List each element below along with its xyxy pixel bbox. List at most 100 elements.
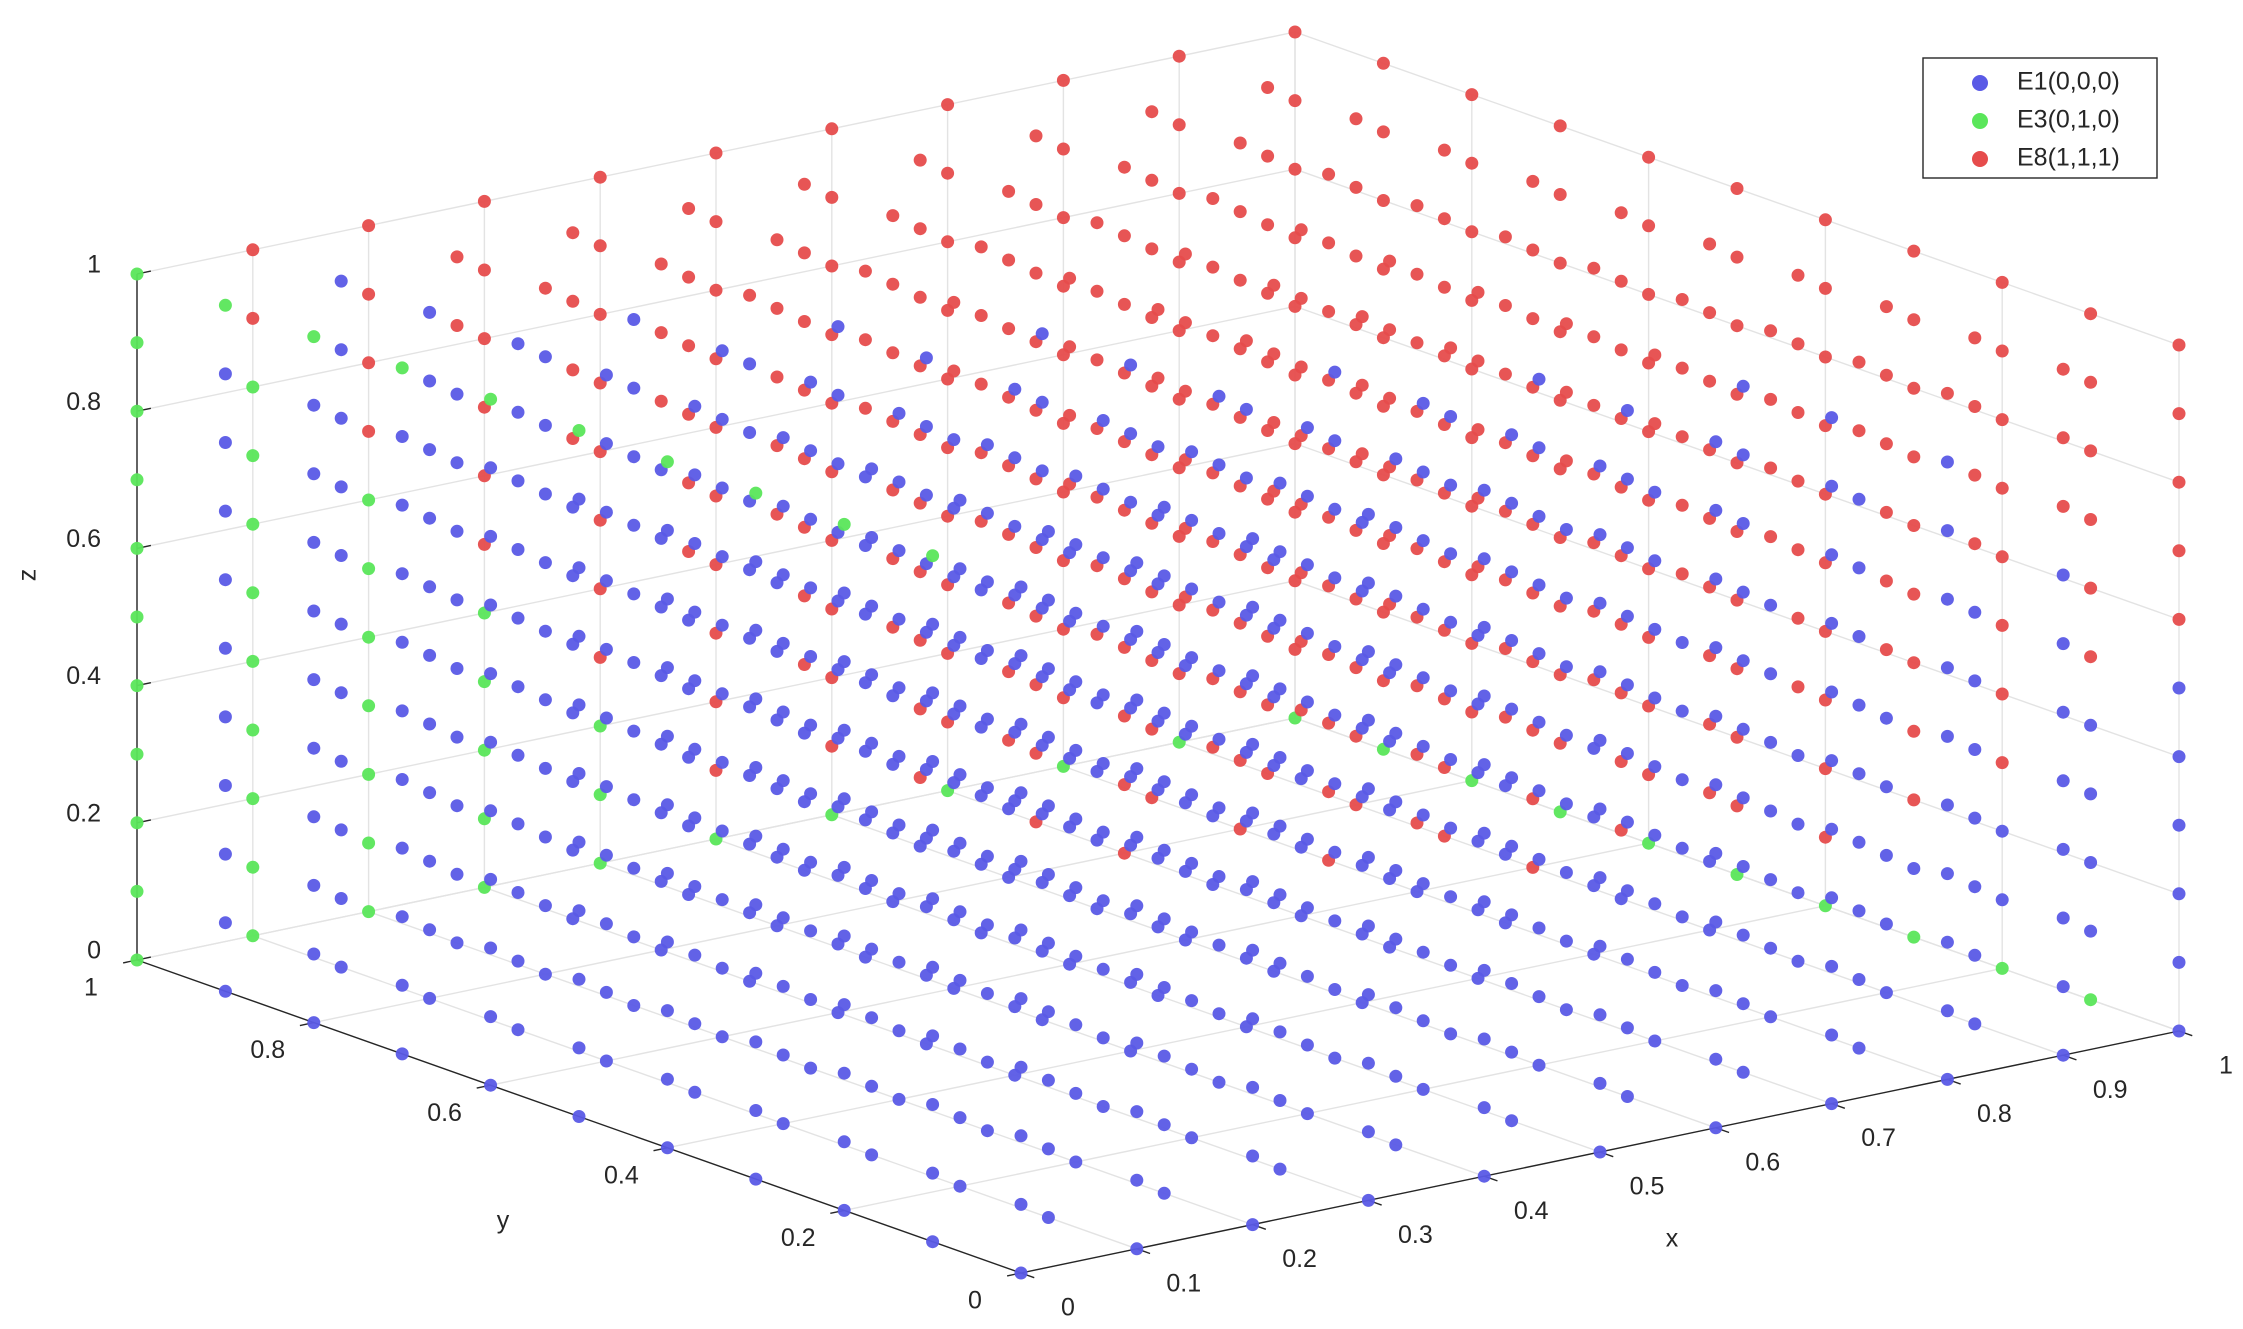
point: [953, 1179, 967, 1193]
point: [1300, 626, 1314, 640]
point: [1593, 871, 1607, 885]
point: [926, 686, 940, 700]
point: [1185, 651, 1199, 665]
point: [804, 855, 818, 869]
point: [1940, 386, 1954, 400]
point: [1389, 1138, 1403, 1152]
point: [1709, 572, 1723, 586]
point: [1730, 182, 1744, 195]
point: [1736, 448, 1750, 462]
point: [770, 370, 784, 384]
point: [1416, 534, 1430, 548]
point: [362, 287, 376, 301]
point: [1273, 1094, 1287, 1107]
point: [1069, 675, 1083, 689]
point: [572, 629, 586, 643]
point: [599, 917, 613, 931]
point: [2084, 650, 2098, 664]
x-tick-label: 0.8: [1977, 1100, 2012, 1128]
point: [1063, 408, 1077, 422]
point: [1907, 519, 1921, 532]
point: [1069, 1086, 1083, 1100]
point: [572, 972, 586, 986]
point: [246, 929, 260, 943]
point: [1764, 530, 1778, 544]
point: [770, 233, 784, 247]
point: [1096, 825, 1110, 839]
point: [953, 905, 967, 919]
point: [1709, 778, 1723, 792]
point: [477, 194, 491, 208]
point: [599, 985, 613, 999]
point: [1246, 532, 1260, 546]
point: [2172, 1024, 2186, 1038]
point: [1736, 928, 1750, 942]
point: [1130, 1242, 1144, 1256]
point: [130, 404, 144, 418]
point: [1041, 730, 1055, 744]
point: [246, 860, 260, 874]
point: [1361, 1193, 1375, 1207]
point: [1444, 341, 1458, 355]
point: [926, 1166, 940, 1180]
point: [484, 1078, 498, 1092]
point: [926, 892, 940, 906]
point: [1498, 367, 1512, 381]
point: [450, 593, 464, 607]
point: [688, 399, 702, 413]
point: [1130, 1105, 1144, 1119]
point: [913, 222, 927, 236]
point: [2056, 842, 2070, 856]
point: [1907, 587, 1921, 601]
point: [246, 311, 260, 325]
point: [1157, 981, 1171, 994]
x-axis-label: x: [1666, 1225, 1679, 1253]
point: [1273, 476, 1287, 490]
point: [1328, 914, 1342, 928]
point: [974, 377, 988, 391]
point: [660, 729, 674, 743]
point: [709, 283, 723, 297]
point: [804, 581, 818, 595]
point: [218, 573, 232, 587]
point: [599, 505, 613, 519]
point: [599, 574, 613, 588]
point: [1014, 649, 1028, 663]
point: [980, 506, 994, 520]
point: [246, 517, 260, 531]
point: [1273, 888, 1287, 902]
point: [1852, 698, 1866, 712]
point: [395, 361, 409, 375]
point: [1185, 1131, 1199, 1145]
point: [1736, 860, 1750, 873]
point: [1002, 322, 1016, 336]
point: [450, 867, 464, 881]
point: [1995, 961, 2009, 975]
point: [1444, 478, 1458, 492]
point: [749, 898, 763, 912]
point: [1212, 389, 1226, 403]
point: [1416, 396, 1430, 410]
point: [1791, 474, 1805, 488]
point: [1294, 223, 1308, 237]
legend-marker: [1972, 113, 1988, 129]
point: [1648, 691, 1662, 705]
point: [1014, 854, 1028, 868]
point: [1505, 1045, 1519, 1059]
point: [1675, 773, 1689, 787]
point: [892, 544, 906, 558]
point: [1587, 330, 1601, 344]
point: [627, 793, 641, 807]
point: [1879, 643, 1893, 657]
point: [1825, 479, 1839, 493]
point: [334, 686, 348, 700]
point: [1818, 213, 1832, 227]
point: [804, 375, 818, 389]
point: [709, 215, 723, 229]
x-tick-label: 0.4: [1514, 1197, 1549, 1225]
point: [1675, 841, 1689, 855]
point: [2172, 887, 2186, 901]
y-tick-label: 0.2: [781, 1224, 816, 1252]
point: [1383, 323, 1397, 337]
point: [477, 263, 491, 277]
